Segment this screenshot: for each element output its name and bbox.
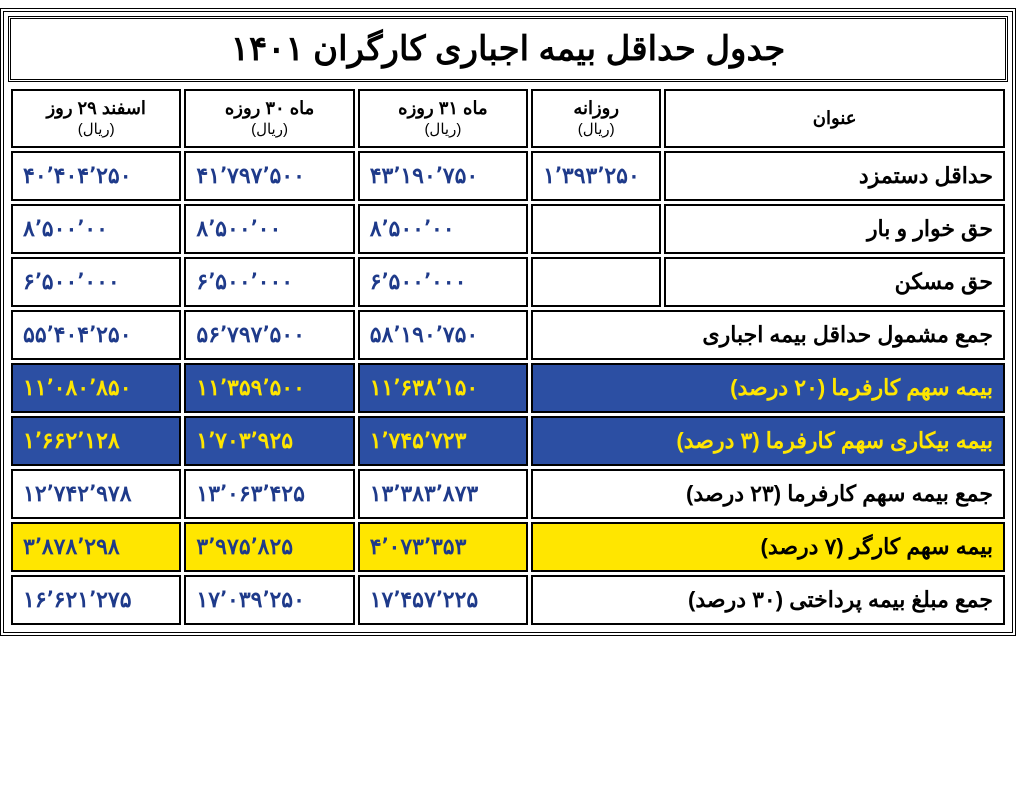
table-row: حق مسکن۶٬۵۰۰٬۰۰۰۶٬۵۰۰٬۰۰۰۶٬۵۰۰٬۰۰۰ — [11, 257, 1005, 307]
cell-m31: ۴۳٬۱۹۰٬۷۵۰ — [358, 151, 528, 201]
cell-m31: ۱٬۷۴۵٬۷۲۳ — [358, 416, 528, 466]
cell-m31: ۴٬۰۷۳٬۳۵۳ — [358, 522, 528, 572]
row-label: بیمه سهم کارفرما (۲۰ درصد) — [531, 363, 1005, 413]
cell-m29: ۱٬۶۶۲٬۱۲۸ — [11, 416, 181, 466]
table-row: بیمه سهم کارگر (۷ درصد)۴٬۰۷۳٬۳۵۳۳٬۹۷۵٬۸۲… — [11, 522, 1005, 572]
row-label: جمع مبلغ بیمه پرداختی (۳۰ درصد) — [531, 575, 1005, 625]
table-row: جمع مبلغ بیمه پرداختی (۳۰ درصد)۱۷٬۴۵۷٬۲۲… — [11, 575, 1005, 625]
header-m30: ماه ۳۰ روزه(ریال) — [184, 89, 354, 148]
cell-m31: ۸٬۵۰۰٬۰۰ — [358, 204, 528, 254]
cell-daily — [531, 204, 661, 254]
cell-m29: ۶٬۵۰۰٬۰۰۰ — [11, 257, 181, 307]
cell-m30: ۸٬۵۰۰٬۰۰ — [184, 204, 354, 254]
table-row: جمع مشمول حداقل بیمه اجباری۵۸٬۱۹۰٬۷۵۰۵۶٬… — [11, 310, 1005, 360]
header-m31: ماه ۳۱ روزه(ریال) — [358, 89, 528, 148]
cell-m30: ۱٬۷۰۳٬۹۲۵ — [184, 416, 354, 466]
cell-m30: ۳٬۹۷۵٬۸۲۵ — [184, 522, 354, 572]
table-body: حداقل دستمزد۱٬۳۹۳٬۲۵۰۴۳٬۱۹۰٬۷۵۰۴۱٬۷۹۷٬۵۰… — [11, 151, 1005, 625]
header-m29: اسفند ۲۹ روز(ریال) — [11, 89, 181, 148]
cell-m29: ۴۰٬۴۰۴٬۲۵۰ — [11, 151, 181, 201]
row-label: حق خوار و بار — [664, 204, 1005, 254]
row-label: جمع بیمه سهم کارفرما (۲۳ درصد) — [531, 469, 1005, 519]
row-label: حداقل دستمزد — [664, 151, 1005, 201]
table-title: جدول حداقل بیمه اجباری کارگران ۱۴۰۱ — [8, 16, 1008, 82]
cell-m30: ۱۳٬۰۶۳٬۴۲۵ — [184, 469, 354, 519]
insurance-table: عنوان روزانه(ریال) ماه ۳۱ روزه(ریال) ماه… — [8, 86, 1008, 628]
row-label: بیمه سهم کارگر (۷ درصد) — [531, 522, 1005, 572]
outer-frame: جدول حداقل بیمه اجباری کارگران ۱۴۰۱ عنوا… — [0, 8, 1016, 636]
table-row: حداقل دستمزد۱٬۳۹۳٬۲۵۰۴۳٬۱۹۰٬۷۵۰۴۱٬۷۹۷٬۵۰… — [11, 151, 1005, 201]
cell-m29: ۱۱٬۰۸۰٬۸۵۰ — [11, 363, 181, 413]
cell-m29: ۵۵٬۴۰۴٬۲۵۰ — [11, 310, 181, 360]
row-label: جمع مشمول حداقل بیمه اجباری — [531, 310, 1005, 360]
header-row: عنوان روزانه(ریال) ماه ۳۱ روزه(ریال) ماه… — [11, 89, 1005, 148]
cell-m30: ۱۱٬۳۵۹٬۵۰۰ — [184, 363, 354, 413]
cell-m31: ۱۷٬۴۵۷٬۲۲۵ — [358, 575, 528, 625]
cell-m31: ۱۱٬۶۳۸٬۱۵۰ — [358, 363, 528, 413]
header-title: عنوان — [664, 89, 1005, 148]
cell-daily: ۱٬۳۹۳٬۲۵۰ — [531, 151, 661, 201]
cell-m30: ۶٬۵۰۰٬۰۰۰ — [184, 257, 354, 307]
cell-m29: ۸٬۵۰۰٬۰۰ — [11, 204, 181, 254]
cell-m31: ۵۸٬۱۹۰٬۷۵۰ — [358, 310, 528, 360]
cell-m31: ۶٬۵۰۰٬۰۰۰ — [358, 257, 528, 307]
cell-m29: ۱۲٬۷۴۲٬۹۷۸ — [11, 469, 181, 519]
cell-m29: ۳٬۸۷۸٬۲۹۸ — [11, 522, 181, 572]
row-label: حق مسکن — [664, 257, 1005, 307]
table-row: بیمه بیکاری سهم کارفرما (۳ درصد)۱٬۷۴۵٬۷۲… — [11, 416, 1005, 466]
cell-m30: ۴۱٬۷۹۷٬۵۰۰ — [184, 151, 354, 201]
row-label: بیمه بیکاری سهم کارفرما (۳ درصد) — [531, 416, 1005, 466]
cell-m31: ۱۳٬۳۸۳٬۸۷۳ — [358, 469, 528, 519]
table-row: حق خوار و بار۸٬۵۰۰٬۰۰۸٬۵۰۰٬۰۰۸٬۵۰۰٬۰۰ — [11, 204, 1005, 254]
table-row: جمع بیمه سهم کارفرما (۲۳ درصد)۱۳٬۳۸۳٬۸۷۳… — [11, 469, 1005, 519]
header-daily: روزانه(ریال) — [531, 89, 661, 148]
cell-m30: ۵۶٬۷۹۷٬۵۰۰ — [184, 310, 354, 360]
cell-m30: ۱۷٬۰۳۹٬۲۵۰ — [184, 575, 354, 625]
cell-daily — [531, 257, 661, 307]
table-row: بیمه سهم کارفرما (۲۰ درصد)۱۱٬۶۳۸٬۱۵۰۱۱٬۳… — [11, 363, 1005, 413]
cell-m29: ۱۶٬۶۲۱٬۲۷۵ — [11, 575, 181, 625]
